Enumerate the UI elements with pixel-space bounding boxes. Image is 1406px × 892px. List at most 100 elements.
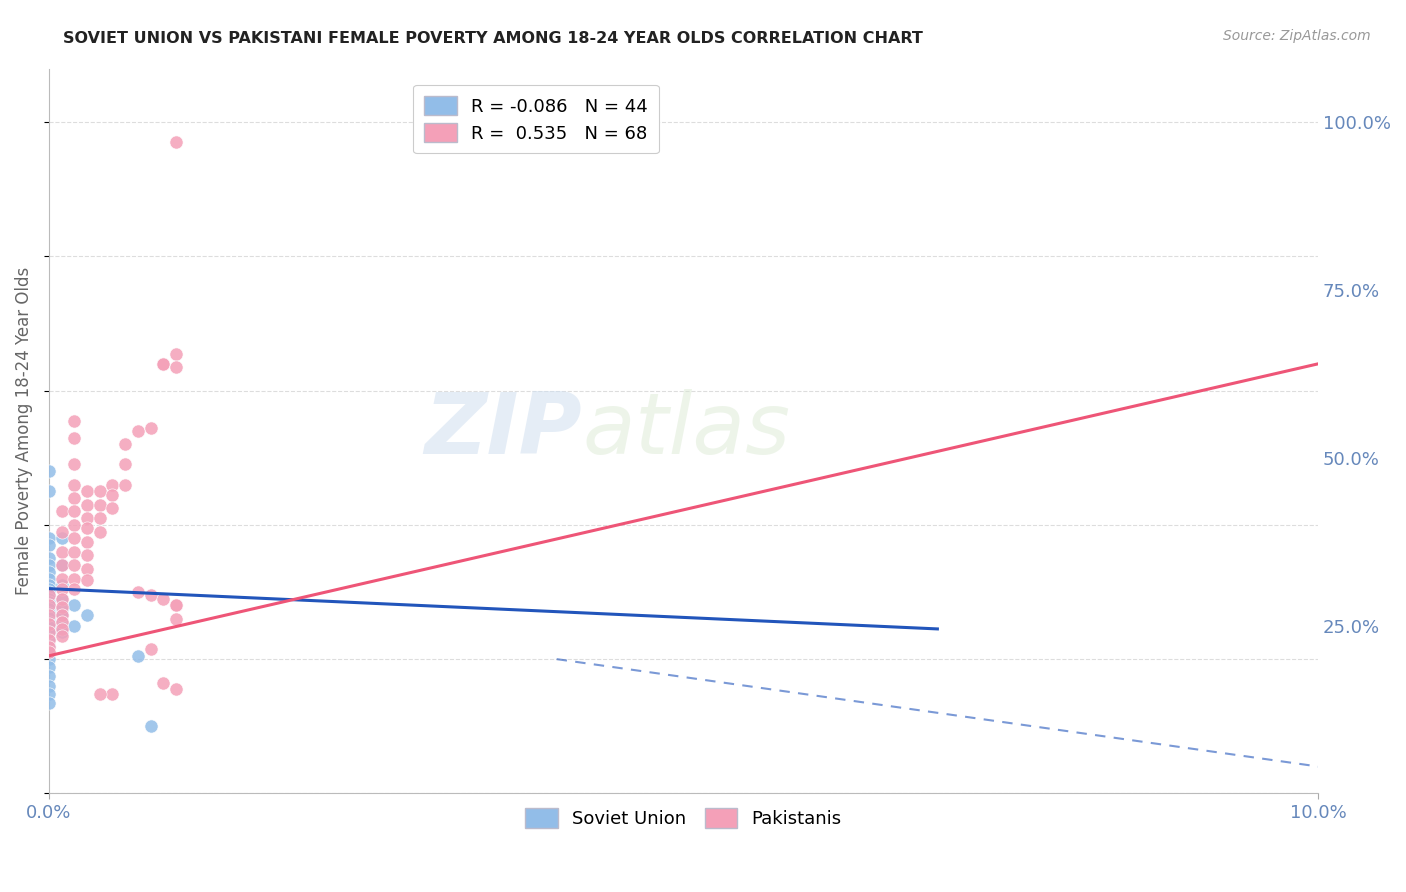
Point <box>139 642 162 657</box>
Point <box>101 501 124 516</box>
Point <box>51 615 73 630</box>
Text: atlas: atlas <box>582 390 790 473</box>
Point <box>89 511 111 525</box>
Point <box>38 645 60 659</box>
Point <box>38 640 60 654</box>
Point <box>38 633 60 648</box>
Point <box>51 615 73 630</box>
Point <box>76 573 98 587</box>
Point <box>38 625 60 640</box>
Point <box>76 534 98 549</box>
Point <box>51 591 73 606</box>
Point <box>38 484 60 499</box>
Point <box>152 675 174 690</box>
Point <box>38 625 60 640</box>
Point <box>51 620 73 634</box>
Point <box>38 632 60 646</box>
Point <box>165 599 187 613</box>
Point <box>38 617 60 632</box>
Point <box>89 524 111 539</box>
Point <box>114 477 136 491</box>
Point <box>152 591 174 606</box>
Point <box>38 531 60 545</box>
Point <box>38 588 60 602</box>
Point <box>38 652 60 666</box>
Point <box>63 477 86 491</box>
Point <box>63 504 86 518</box>
Point <box>51 601 73 615</box>
Point <box>63 618 86 632</box>
Point <box>51 531 73 545</box>
Point <box>38 687 60 701</box>
Point <box>38 585 60 599</box>
Point <box>152 357 174 371</box>
Point <box>101 477 124 491</box>
Point <box>114 437 136 451</box>
Point <box>152 357 174 371</box>
Point <box>38 615 60 630</box>
Point <box>63 545 86 559</box>
Point <box>38 599 60 613</box>
Text: SOVIET UNION VS PAKISTANI FEMALE POVERTY AMONG 18-24 YEAR OLDS CORRELATION CHART: SOVIET UNION VS PAKISTANI FEMALE POVERTY… <box>63 31 924 46</box>
Point <box>51 504 73 518</box>
Point <box>51 578 73 592</box>
Point <box>38 551 60 566</box>
Point <box>51 622 73 636</box>
Point <box>38 599 60 613</box>
Point <box>63 414 86 428</box>
Point <box>38 582 60 596</box>
Text: ZIP: ZIP <box>425 390 582 473</box>
Point <box>38 679 60 693</box>
Point <box>63 517 86 532</box>
Point <box>38 607 60 621</box>
Point <box>76 521 98 535</box>
Point <box>114 458 136 472</box>
Point <box>89 498 111 512</box>
Point <box>51 608 73 623</box>
Point <box>127 648 149 663</box>
Point <box>38 660 60 674</box>
Point <box>51 625 73 640</box>
Point <box>165 347 187 361</box>
Point <box>51 558 73 573</box>
Point <box>63 572 86 586</box>
Point <box>51 629 73 643</box>
Point <box>51 582 73 596</box>
Point <box>51 524 73 539</box>
Point <box>38 558 60 573</box>
Text: Source: ZipAtlas.com: Source: ZipAtlas.com <box>1223 29 1371 43</box>
Point <box>38 565 60 579</box>
Point <box>76 511 98 525</box>
Point <box>101 488 124 502</box>
Point <box>127 424 149 438</box>
Point <box>76 548 98 562</box>
Point <box>165 599 187 613</box>
Point <box>63 582 86 596</box>
Point <box>38 620 60 634</box>
Point <box>38 538 60 552</box>
Point <box>76 561 98 575</box>
Point <box>38 572 60 586</box>
Point <box>89 687 111 701</box>
Point <box>165 360 187 375</box>
Point <box>38 578 60 592</box>
Point <box>38 608 60 623</box>
Point <box>51 572 73 586</box>
Point <box>63 599 86 613</box>
Point <box>38 601 60 615</box>
Point <box>165 612 187 626</box>
Point <box>76 484 98 499</box>
Point <box>76 498 98 512</box>
Point <box>38 696 60 710</box>
Legend: Soviet Union, Pakistanis: Soviet Union, Pakistanis <box>519 801 849 835</box>
Point <box>38 669 60 683</box>
Point <box>63 558 86 573</box>
Point <box>38 645 60 659</box>
Point <box>51 599 73 614</box>
Point <box>139 588 162 602</box>
Point <box>127 585 149 599</box>
Point <box>63 431 86 445</box>
Point <box>51 558 73 573</box>
Point <box>51 591 73 606</box>
Point <box>63 531 86 545</box>
